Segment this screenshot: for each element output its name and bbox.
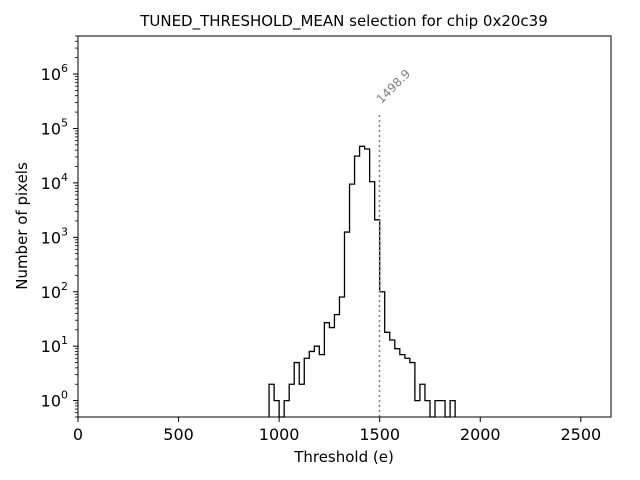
histogram-bin (420, 384, 425, 417)
y-axis: 100 101 102 103 104 105 106 (41, 35, 78, 418)
y-tick-label: 104 (41, 171, 68, 193)
x-tick-label: 0 (73, 425, 83, 444)
histogram-bin (370, 182, 375, 417)
histogram-bin (309, 351, 314, 417)
histogram-bin (405, 358, 410, 417)
y-tick-label: 105 (41, 116, 68, 138)
x-tick-label: 1000 (259, 425, 300, 444)
x-axis: 0 500 1000 1500 2000 2500 (73, 417, 601, 444)
histogram-bin (350, 184, 355, 417)
histogram-bin (390, 340, 395, 417)
histogram-bin (289, 384, 294, 417)
x-tick-label: 2000 (460, 425, 501, 444)
histogram-bin (355, 156, 360, 417)
x-tick-label: 500 (163, 425, 194, 444)
histogram-bin (425, 401, 430, 417)
histogram-bin (410, 363, 415, 417)
x-tick-label: 1500 (359, 425, 400, 444)
y-tick-label: 106 (41, 62, 68, 84)
y-tick-label: 102 (41, 280, 68, 302)
histogram-bin (314, 346, 319, 417)
chart-title: TUNED_THRESHOLD_MEAN selection for chip … (139, 12, 548, 31)
histogram-bin (385, 332, 390, 417)
histogram-bin (365, 149, 370, 417)
y-tick-label: 101 (41, 334, 68, 356)
histogram-bin (400, 355, 405, 417)
mean-value-label: 1498.9 (374, 67, 414, 107)
histogram-step-line (268, 145, 456, 418)
y-tick-label: 103 (41, 225, 68, 247)
histogram-layer (268, 145, 456, 418)
histogram-bin (395, 349, 400, 417)
histogram-bin (440, 401, 445, 417)
y-axis-label: Number of pixels (13, 162, 31, 290)
histogram-bin (319, 355, 324, 417)
plot-frame (77, 35, 612, 418)
histogram-bin (380, 292, 385, 417)
histogram-bin (324, 323, 329, 417)
x-tick-label: 2500 (560, 425, 601, 444)
histogram-bin (334, 315, 339, 417)
histogram-bin (304, 358, 309, 417)
histogram-bin (274, 401, 279, 417)
histogram-bin (284, 401, 289, 417)
histogram-bin (450, 401, 455, 417)
x-axis-label: Threshold (e) (293, 448, 394, 466)
histogram-bin (339, 297, 344, 417)
histogram-bin (345, 232, 350, 417)
histogram-bin (415, 401, 420, 417)
histogram-bin (375, 220, 380, 417)
histogram-bin (294, 363, 299, 417)
y-tick-label: 100 (41, 389, 68, 411)
histogram-bin (299, 384, 304, 417)
histogram-bin (269, 384, 274, 417)
histogram-bin (329, 328, 334, 417)
histogram-bin (435, 401, 440, 417)
histogram-bin (360, 146, 365, 417)
